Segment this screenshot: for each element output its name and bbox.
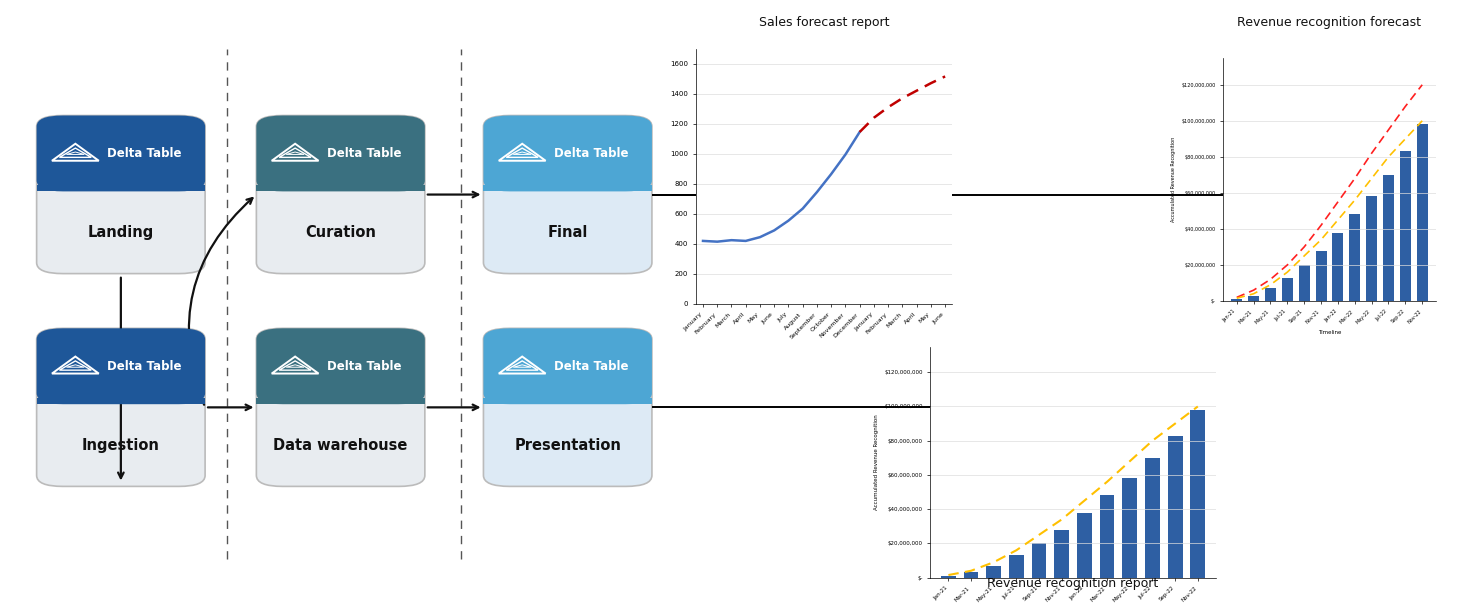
FancyBboxPatch shape bbox=[483, 116, 652, 274]
Text: Revenue recognition forecast: Revenue recognition forecast bbox=[1238, 16, 1421, 29]
Bar bbox=[256, 398, 425, 404]
Bar bbox=[1417, 125, 1428, 301]
Bar bbox=[1055, 530, 1069, 578]
X-axis label: Timeline: Timeline bbox=[1318, 330, 1340, 336]
FancyBboxPatch shape bbox=[37, 116, 205, 274]
FancyBboxPatch shape bbox=[256, 328, 425, 404]
Text: Presentation: Presentation bbox=[514, 438, 621, 453]
Bar bbox=[1367, 196, 1377, 301]
Bar bbox=[1401, 151, 1411, 301]
Text: Revenue recognition report: Revenue recognition report bbox=[987, 577, 1159, 590]
Y-axis label: Accumulated Revenue Recognition: Accumulated Revenue Recognition bbox=[873, 414, 879, 510]
Text: Sales forecast report: Sales forecast report bbox=[759, 16, 889, 29]
FancyBboxPatch shape bbox=[37, 328, 205, 404]
Bar bbox=[1383, 175, 1395, 301]
Bar bbox=[1282, 277, 1292, 301]
FancyBboxPatch shape bbox=[483, 328, 652, 486]
Text: Delta Table: Delta Table bbox=[554, 360, 628, 373]
Bar bbox=[1298, 265, 1310, 301]
Bar bbox=[1122, 478, 1137, 578]
Bar bbox=[256, 185, 425, 192]
Bar bbox=[1264, 288, 1276, 301]
Text: Data warehouse: Data warehouse bbox=[274, 438, 407, 453]
FancyBboxPatch shape bbox=[37, 116, 205, 192]
Text: Ingestion: Ingestion bbox=[82, 438, 160, 453]
Text: Curation: Curation bbox=[305, 225, 377, 240]
Text: Delta Table: Delta Table bbox=[107, 360, 182, 373]
Bar bbox=[941, 576, 955, 578]
Bar bbox=[483, 398, 652, 404]
Bar bbox=[37, 398, 205, 404]
Bar bbox=[986, 565, 1001, 578]
Bar bbox=[1031, 544, 1046, 578]
Bar bbox=[1248, 295, 1258, 301]
FancyBboxPatch shape bbox=[483, 328, 652, 404]
Bar bbox=[37, 185, 205, 192]
Bar bbox=[1231, 299, 1242, 301]
Bar bbox=[1009, 555, 1024, 578]
Bar bbox=[1100, 496, 1115, 578]
Bar bbox=[1077, 513, 1091, 578]
Text: Final: Final bbox=[548, 225, 587, 240]
Bar bbox=[1316, 250, 1326, 301]
Text: Delta Table: Delta Table bbox=[327, 360, 401, 373]
Text: Delta Table: Delta Table bbox=[327, 147, 401, 160]
FancyBboxPatch shape bbox=[483, 116, 652, 192]
Text: Delta Table: Delta Table bbox=[107, 147, 182, 160]
FancyBboxPatch shape bbox=[256, 116, 425, 274]
Y-axis label: Accumulated Revenue Recognition: Accumulated Revenue Recognition bbox=[1171, 137, 1176, 222]
FancyBboxPatch shape bbox=[256, 328, 425, 486]
Bar bbox=[1333, 232, 1343, 301]
Bar bbox=[483, 185, 652, 192]
Bar bbox=[964, 573, 979, 578]
Bar bbox=[1168, 435, 1182, 578]
Text: Landing: Landing bbox=[88, 225, 154, 240]
FancyBboxPatch shape bbox=[37, 328, 205, 486]
Text: Delta Table: Delta Table bbox=[554, 147, 628, 160]
Bar bbox=[1349, 215, 1361, 301]
Bar bbox=[1191, 410, 1206, 578]
Bar bbox=[1146, 458, 1160, 578]
FancyBboxPatch shape bbox=[256, 116, 425, 192]
